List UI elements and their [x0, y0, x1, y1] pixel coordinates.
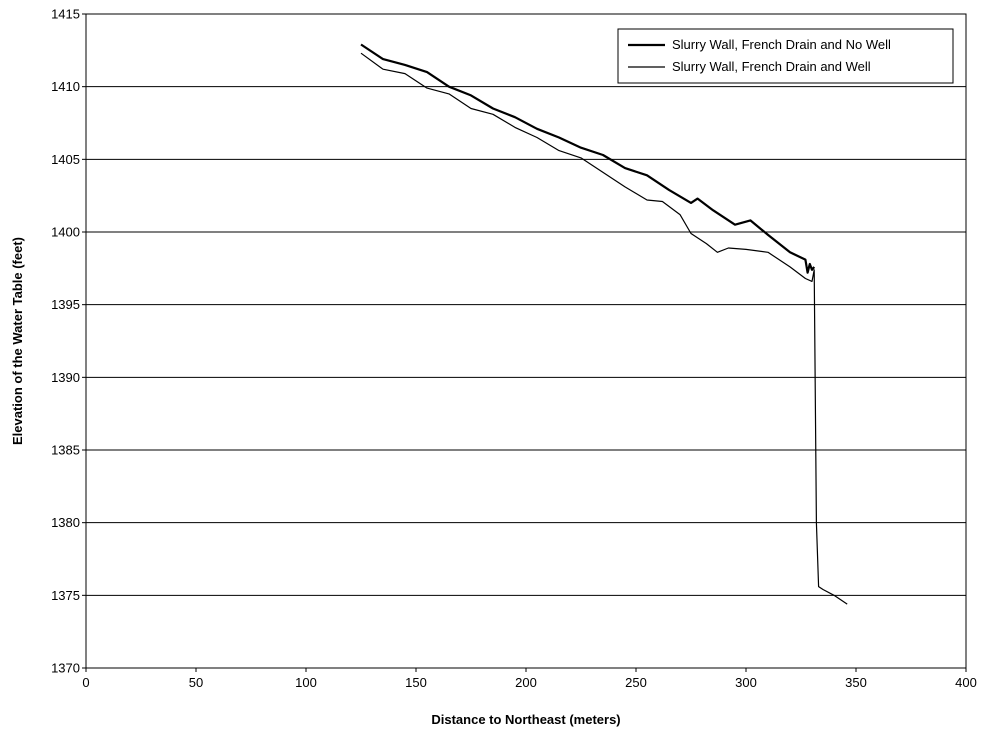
y-tick-labels: 1370 1375 1380 1385 1390 1395 1400 1405 1410 1415: [51, 7, 86, 676]
y-tick-label: 1385: [51, 443, 80, 458]
x-tick-label: 400: [955, 675, 977, 690]
y-tick-label: 1390: [51, 370, 80, 385]
y-tick-label: 1400: [51, 225, 80, 240]
series-line-1: [360, 43, 816, 274]
series-line-2: [360, 52, 848, 605]
x-tick-label: 300: [735, 675, 757, 690]
legend: Slurry Wall, French Drain and No Well Sl…: [617, 28, 954, 84]
y-tick-label: 1410: [51, 79, 80, 94]
x-tick-label: 250: [625, 675, 647, 690]
y-tick-label: 1370: [51, 661, 80, 676]
y-tick-label: 1415: [51, 7, 80, 22]
y-axis-title: Elevation of the Water Table (feet): [10, 237, 25, 445]
legend-label-no-well: Slurry Wall, French Drain and No Well: [672, 37, 891, 52]
grid-lines: [86, 86, 966, 596]
legend-box: [617, 28, 954, 84]
x-tick-label: 100: [295, 675, 317, 690]
x-tick-label: 200: [515, 675, 537, 690]
x-axis-title: Distance to Northeast (meters): [431, 712, 620, 727]
legend-label-well: Slurry Wall, French Drain and Well: [672, 59, 871, 74]
plot-area: [86, 14, 966, 668]
x-tick-label: 150: [405, 675, 427, 690]
y-tick-label: 1380: [51, 515, 80, 530]
y-tick-label: 1395: [51, 297, 80, 312]
x-tick-label: 350: [845, 675, 867, 690]
y-tick-label: 1375: [51, 588, 80, 603]
y-tick-label: 1405: [51, 152, 80, 167]
series-group: [360, 43, 848, 605]
x-tick-label: 0: [82, 675, 89, 690]
x-tick-label: 50: [189, 675, 203, 690]
x-tick-labels: 0 50 100 150 200 250 300 350 400: [82, 668, 977, 690]
